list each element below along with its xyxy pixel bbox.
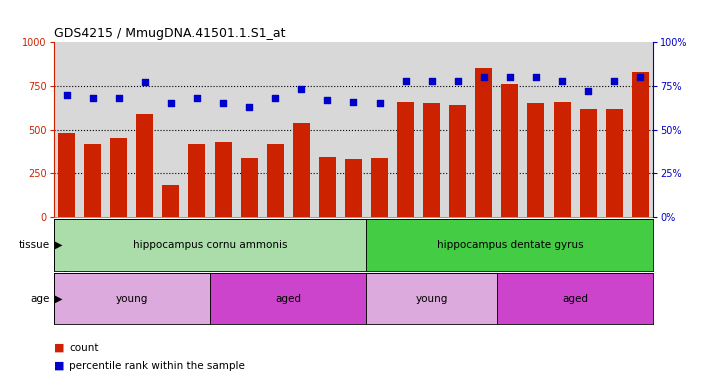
Bar [449, 105, 466, 217]
Point [608, 78, 620, 84]
Text: hippocampus dentate gyrus: hippocampus dentate gyrus [436, 240, 583, 250]
Bar [580, 109, 597, 217]
Bar [293, 122, 310, 217]
Point [165, 100, 176, 106]
Point [635, 74, 646, 80]
Bar [84, 144, 101, 217]
Point [583, 88, 594, 94]
Point [478, 74, 490, 80]
Text: age: age [31, 293, 50, 304]
Point [217, 100, 228, 106]
Bar [110, 138, 127, 217]
Text: hippocampus cornu ammonis: hippocampus cornu ammonis [133, 240, 287, 250]
Bar [501, 84, 518, 217]
Point [87, 95, 99, 101]
Text: ■: ■ [54, 343, 64, 353]
Point [400, 78, 411, 84]
Text: young: young [116, 293, 148, 304]
Text: ■: ■ [54, 361, 64, 371]
Bar [423, 103, 440, 217]
Point [61, 92, 72, 98]
Bar [605, 109, 623, 217]
Bar [188, 144, 206, 217]
Bar [397, 102, 414, 217]
Text: GDS4215 / MmugDNA.41501.1.S1_at: GDS4215 / MmugDNA.41501.1.S1_at [54, 27, 285, 40]
Bar [58, 133, 75, 217]
Text: aged: aged [275, 293, 301, 304]
Text: ▶: ▶ [55, 240, 63, 250]
Text: young: young [416, 293, 448, 304]
Bar [162, 185, 179, 217]
Point [556, 78, 568, 84]
Bar [632, 72, 649, 217]
Text: count: count [69, 343, 99, 353]
Bar [553, 102, 570, 217]
Bar [497, 273, 653, 324]
Bar [345, 159, 362, 217]
Text: tissue: tissue [19, 240, 50, 250]
Point [191, 95, 203, 101]
Text: aged: aged [562, 293, 588, 304]
Bar [210, 273, 366, 324]
Point [139, 79, 151, 86]
Point [452, 78, 463, 84]
Bar [241, 157, 258, 217]
Point [113, 95, 124, 101]
Point [269, 95, 281, 101]
Point [348, 99, 359, 105]
Point [321, 97, 333, 103]
Bar [371, 157, 388, 217]
Bar [366, 219, 653, 271]
Point [296, 86, 307, 93]
Bar [267, 144, 283, 217]
Point [426, 78, 438, 84]
Point [243, 104, 255, 110]
Bar [215, 142, 231, 217]
Bar [54, 219, 366, 271]
Bar [319, 157, 336, 217]
Point [531, 74, 542, 80]
Bar [476, 68, 492, 217]
Bar [366, 273, 497, 324]
Bar [54, 273, 210, 324]
Point [374, 100, 386, 106]
Text: percentile rank within the sample: percentile rank within the sample [69, 361, 245, 371]
Point [504, 74, 516, 80]
Bar [528, 103, 545, 217]
Bar [136, 114, 154, 217]
Text: ▶: ▶ [55, 293, 63, 304]
